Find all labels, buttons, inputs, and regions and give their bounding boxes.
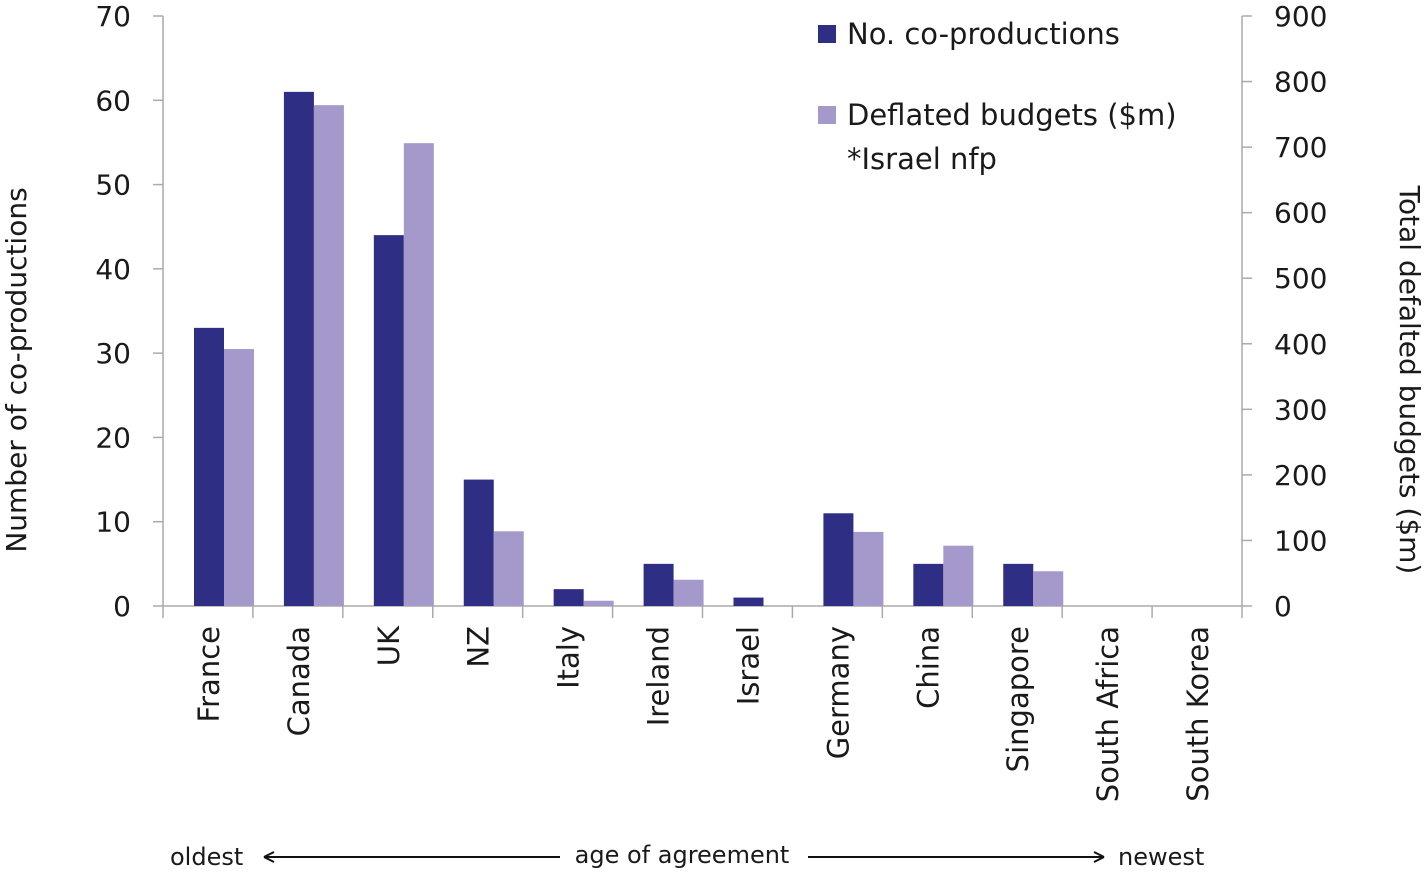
bar-co-productions	[913, 563, 944, 606]
legend-label-series-2: Deflated budgets ($m)	[847, 98, 1177, 132]
y-right-tick-label: 200	[1274, 459, 1327, 492]
bar-budget	[403, 143, 434, 606]
y-right-tick-label: 100	[1274, 524, 1327, 557]
legend-swatch-series-2	[818, 106, 836, 124]
y-right-tick-label: 400	[1274, 328, 1327, 361]
bar-budget	[313, 105, 344, 607]
bar-budget	[493, 531, 524, 606]
y-right-tick-label: 700	[1274, 131, 1327, 164]
y-axis-label: Number of co-productions	[0, 187, 33, 552]
y-tick-label: 40	[95, 253, 131, 286]
legend-swatch-series-1	[818, 25, 836, 43]
bar-co-productions	[194, 327, 224, 606]
y-right-tick-label: 0	[1274, 590, 1292, 623]
x-tick-label: Singapore	[1001, 626, 1035, 772]
legend-label-series-1: No. co-productions	[847, 17, 1120, 51]
x-tick-label: Israel	[731, 626, 765, 705]
bar-budget	[673, 579, 704, 606]
x-tick-label: South Africa	[1091, 626, 1125, 802]
bars	[194, 91, 1064, 607]
bar-budget	[853, 531, 884, 606]
x-tick-label: Ireland	[642, 626, 676, 726]
y-tick-label: 60	[95, 84, 131, 117]
x-tick-label: France	[192, 626, 226, 722]
y-tick-label: 20	[95, 421, 131, 454]
y-right-tick-label: 500	[1274, 262, 1327, 295]
y-tick-label: 50	[95, 169, 131, 202]
arrow-right-head	[1093, 851, 1105, 863]
x-tick-label: NZ	[462, 626, 496, 668]
tick-labels: 0102030405060700100200300400500600700800…	[95, 0, 1327, 802]
y-right-tick-label: 300	[1274, 393, 1327, 426]
y-axis-right-label: Total defalted budgets ($m)	[1393, 185, 1426, 575]
x-tick-label: Canada	[282, 626, 316, 736]
y-tick-label: 10	[95, 506, 131, 539]
y-right-tick-label: 600	[1274, 197, 1327, 230]
annotation-oldest: oldest	[170, 843, 243, 871]
bar-co-productions	[463, 479, 494, 606]
x-tick-label: Germany	[821, 626, 855, 759]
legend-note: *Israel nfp	[847, 142, 997, 176]
bar-budget	[583, 600, 614, 606]
y-tick-label: 70	[95, 0, 131, 33]
age-annotation: oldest age of agreement newest	[170, 841, 1204, 871]
bar-budget	[224, 349, 254, 606]
y-tick-label: 30	[95, 337, 131, 370]
bar-budget	[943, 545, 974, 606]
legend: No. co-productions Deflated budgets ($m)…	[818, 17, 1177, 176]
bar-co-productions	[823, 513, 854, 606]
bar-co-productions	[283, 91, 314, 607]
annotation-center: age of agreement	[575, 841, 790, 869]
y-right-tick-label: 900	[1274, 0, 1327, 33]
bar-co-productions	[1003, 563, 1034, 606]
bar-budget	[1033, 571, 1064, 606]
x-tick-label: UK	[372, 625, 406, 666]
bar-co-productions	[373, 235, 404, 606]
bar-co-productions	[643, 563, 674, 606]
x-tick-label: Italy	[552, 626, 586, 689]
y-tick-label: 0	[113, 590, 131, 623]
x-tick-label: China	[911, 626, 945, 709]
arrow-left-head	[263, 851, 275, 863]
y-right-tick-label: 800	[1274, 66, 1327, 99]
bar-co-productions	[553, 589, 584, 606]
x-tick-label: South Korea	[1181, 626, 1215, 802]
annotation-newest: newest	[1118, 843, 1204, 871]
bar-co-productions	[733, 597, 764, 606]
